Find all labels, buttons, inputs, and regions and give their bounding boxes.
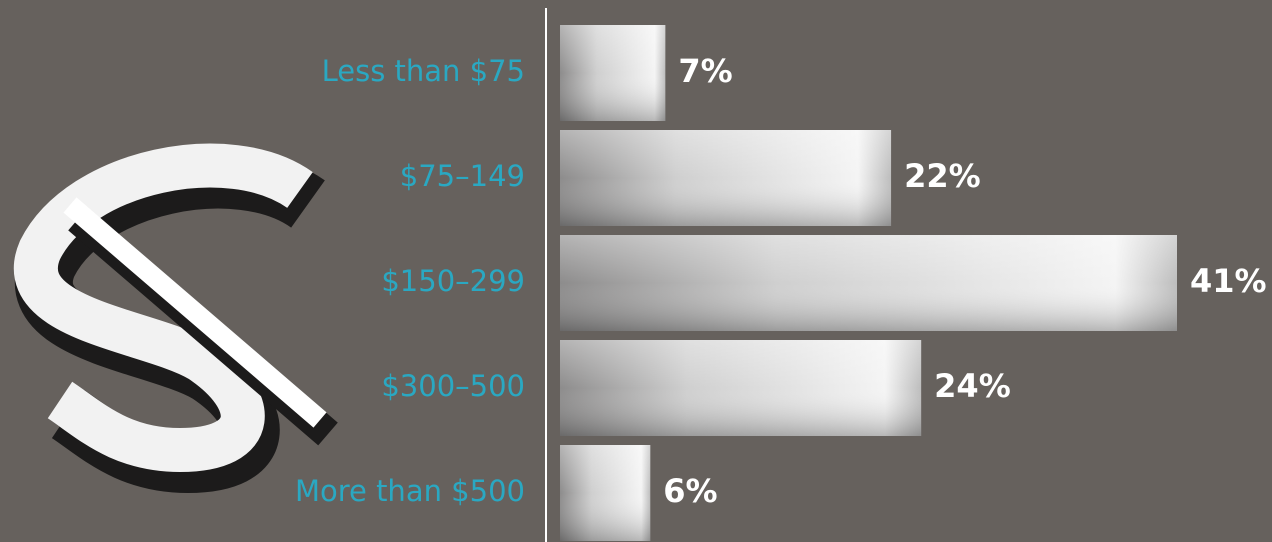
- bar-shade: [560, 235, 1177, 331]
- bar-shade: [560, 340, 922, 436]
- category-label: $75–149: [400, 159, 525, 193]
- bar-shade: [560, 130, 892, 226]
- category-label: More than $500: [295, 474, 525, 508]
- value-label: 6%: [663, 472, 717, 510]
- value-label: 41%: [1190, 262, 1267, 300]
- value-label: 7%: [678, 52, 732, 90]
- dollar-illustration: [14, 143, 338, 494]
- plot-area: Less than $75 7% $75–149 22% $150–299 41% $300…: [295, 25, 1267, 541]
- bar-shade: [560, 25, 666, 121]
- value-label: 24%: [934, 367, 1011, 405]
- category-label: Less than $75: [322, 54, 525, 88]
- bar-shade: [560, 445, 651, 541]
- category-label: $300–500: [381, 369, 525, 403]
- value-label: 22%: [904, 157, 981, 195]
- category-label: $150–299: [381, 264, 525, 298]
